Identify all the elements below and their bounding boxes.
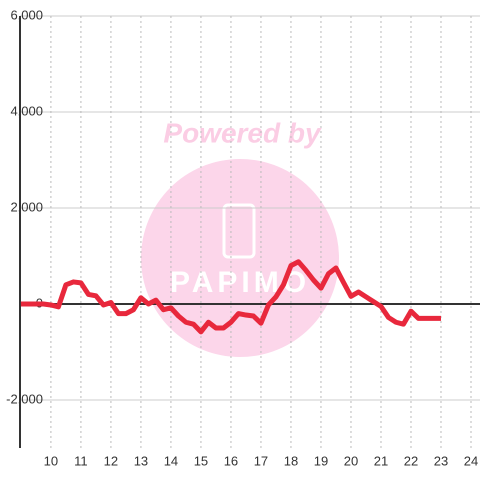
x-tick-label: 13 bbox=[134, 453, 148, 468]
watermark-text: Powered by bbox=[163, 117, 322, 148]
y-tick-label: 6,000 bbox=[10, 7, 43, 22]
x-tick-label: 19 bbox=[314, 453, 328, 468]
x-tick-label: 15 bbox=[194, 453, 208, 468]
y-tick-label: 4,000 bbox=[10, 103, 43, 118]
x-tick-label: 12 bbox=[104, 453, 118, 468]
x-tick-label: 21 bbox=[374, 453, 388, 468]
plot bbox=[20, 259, 441, 335]
x-tick-label: 11 bbox=[74, 453, 88, 468]
x-tick-label: 20 bbox=[344, 453, 358, 468]
x-tick-label: 22 bbox=[404, 453, 418, 468]
x-tick-label: 18 bbox=[284, 453, 298, 468]
x-tick-label: 14 bbox=[164, 453, 178, 468]
line bbox=[20, 259, 441, 335]
x-tick-label: 10 bbox=[44, 453, 58, 468]
x-tick-label: 16 bbox=[224, 453, 238, 468]
y-tick-label: -2,000 bbox=[6, 391, 43, 406]
x-tick-label: 17 bbox=[254, 453, 268, 468]
watermark-icon bbox=[222, 203, 256, 259]
y-tick-label: 2,000 bbox=[10, 199, 43, 214]
x-tick-label: 24 bbox=[464, 453, 478, 468]
x-tick-label: 23 bbox=[434, 453, 448, 468]
